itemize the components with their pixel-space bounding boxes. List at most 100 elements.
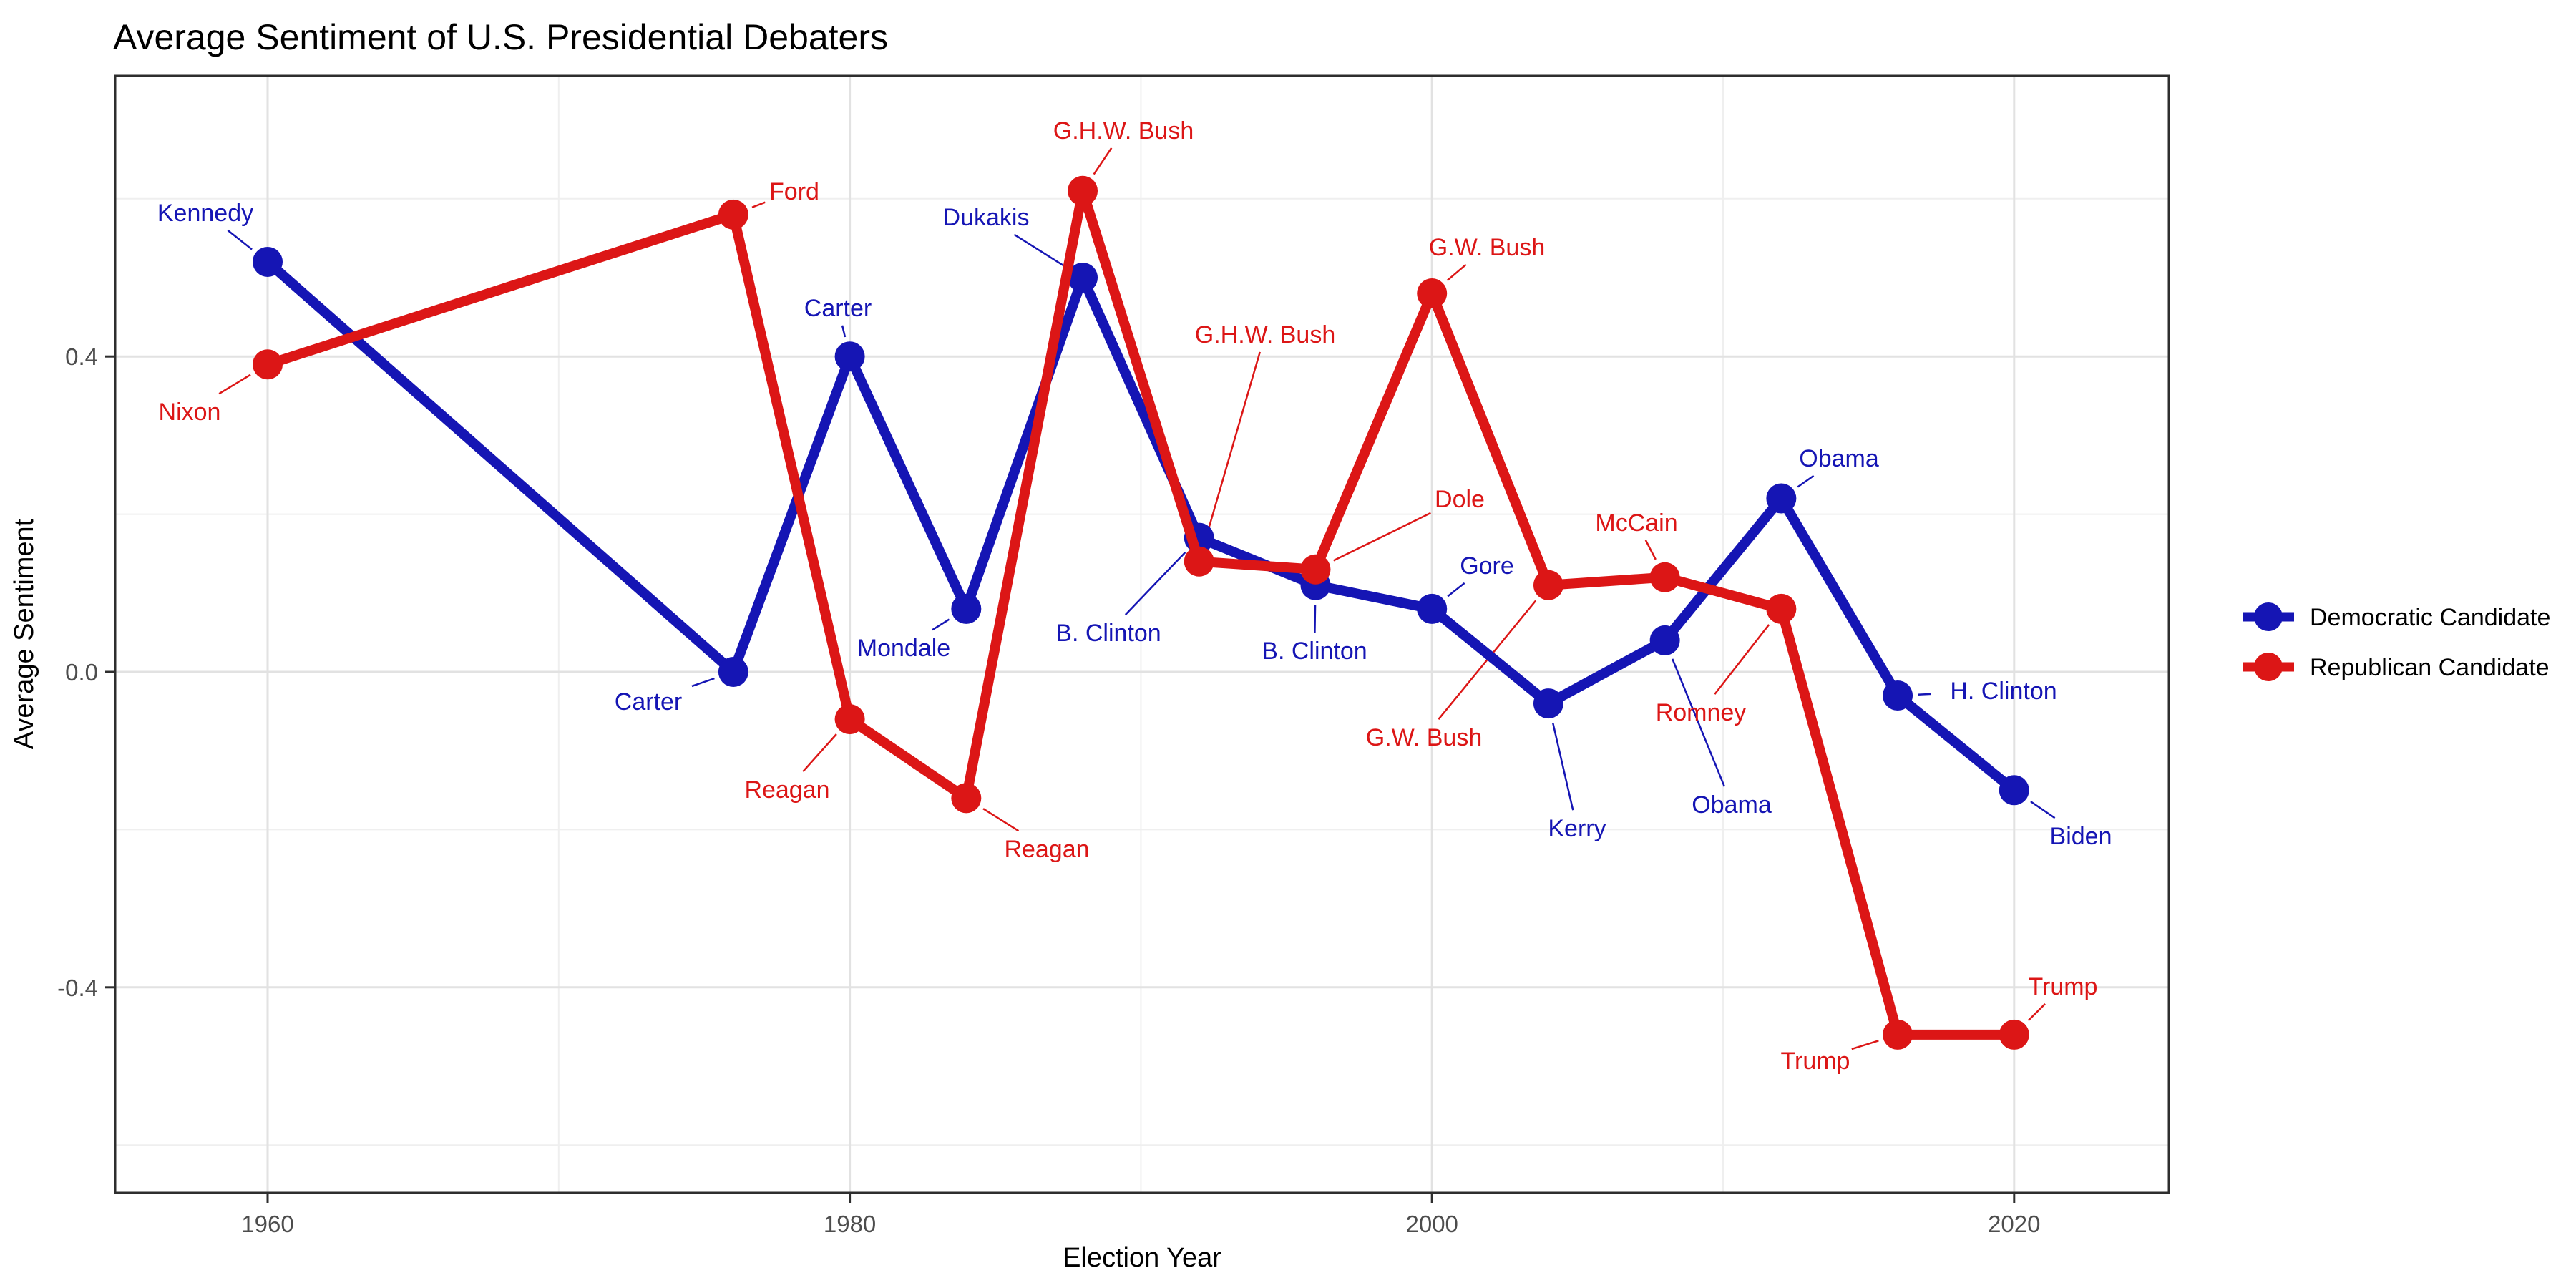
point-label: Reagan xyxy=(1004,836,1089,863)
data-point xyxy=(1300,554,1331,585)
point-label: Obama xyxy=(1692,791,1772,819)
leader-line xyxy=(932,618,950,631)
data-series xyxy=(253,175,2029,1050)
panel-border xyxy=(114,74,2170,1194)
legend-item-democratic: Democratic Candidate xyxy=(2243,602,2550,631)
legend: Democratic Candidate Republican Candidat… xyxy=(2243,602,2550,681)
point-label: Ford xyxy=(769,178,819,205)
point-label: B. Clinton xyxy=(1055,620,1161,647)
legend-label-republican: Republican Candidate xyxy=(2310,654,2550,681)
point-label: Carter xyxy=(804,295,872,322)
x-tick-label: 1960 xyxy=(241,1211,293,1237)
point-labels: Kennedy Carter Carter Mondale Dukakis B. Clin… xyxy=(157,117,2112,1075)
point-label: Kerry xyxy=(1548,815,1606,842)
data-point xyxy=(1999,775,2029,806)
point-label: Trump xyxy=(1781,1048,1850,1075)
data-point xyxy=(253,349,283,380)
leader-line xyxy=(1124,552,1186,616)
point-label: B. Clinton xyxy=(1262,638,1367,665)
leader-line xyxy=(1333,512,1431,562)
data-point xyxy=(1999,1019,2029,1050)
data-point xyxy=(1883,680,1913,711)
leader-line xyxy=(1644,540,1657,560)
data-point xyxy=(253,246,283,277)
leader-line xyxy=(227,229,253,250)
leader-line xyxy=(802,733,837,772)
point-label: G.H.W. Bush xyxy=(1195,321,1336,348)
data-point xyxy=(1068,175,1098,206)
plot-panel xyxy=(115,76,2169,1193)
data-point xyxy=(1766,593,1797,624)
x-axis-title: Election Year xyxy=(1063,1243,1221,1273)
gridlines xyxy=(115,76,2169,1193)
data-point xyxy=(1649,562,1680,592)
point-label: Dukakis xyxy=(943,204,1030,231)
leader-line xyxy=(982,808,1020,832)
leader-line xyxy=(1093,147,1113,175)
leader-line xyxy=(1204,351,1261,543)
data-point xyxy=(1417,593,1448,624)
y-tick-label: -0.4 xyxy=(57,975,98,1001)
data-point xyxy=(834,341,865,372)
leader-line xyxy=(1314,605,1317,633)
point-label: Romney xyxy=(1656,699,1747,726)
data-point xyxy=(1533,688,1563,719)
y-tick-label: 0.4 xyxy=(65,343,98,370)
point-label: G.W. Bush xyxy=(1366,724,1483,751)
point-label: Mondale xyxy=(857,635,950,662)
leader-line xyxy=(1447,582,1465,597)
y-tick-label: 0.0 xyxy=(65,659,98,686)
annotation-leader-lines xyxy=(218,147,2056,1050)
point-label: Gore xyxy=(1460,552,1514,580)
point-label: Dole xyxy=(1435,486,1485,513)
data-point xyxy=(718,199,748,230)
leader-line xyxy=(2027,1002,2046,1022)
data-point xyxy=(1068,263,1098,293)
point-label: Nixon xyxy=(159,399,221,426)
data-point xyxy=(1184,546,1214,577)
chart-title: Average Sentiment of U.S. Presidential D… xyxy=(113,17,888,57)
point-label: Carter xyxy=(615,688,682,716)
leader-line xyxy=(1551,723,1574,811)
x-tick-label: 1980 xyxy=(824,1211,876,1237)
leader-line xyxy=(691,677,715,688)
data-point xyxy=(1533,570,1563,600)
data-point xyxy=(1649,625,1680,655)
data-point xyxy=(951,783,982,814)
point-label: G.W. Bush xyxy=(1429,234,1546,261)
leader-line xyxy=(1917,693,1931,696)
data-point xyxy=(951,593,982,624)
legend-item-republican: Republican Candidate xyxy=(2243,653,2550,681)
point-label: H. Clinton xyxy=(1950,678,2057,705)
data-point xyxy=(1766,483,1797,514)
leader-line xyxy=(1446,263,1467,281)
leader-line xyxy=(841,325,847,338)
point-label: Reagan xyxy=(744,776,829,804)
x-tick-label: 2000 xyxy=(1405,1211,1458,1237)
legend-key-point-democratic xyxy=(2254,602,2283,631)
point-label: Biden xyxy=(2050,823,2112,850)
point-label: Obama xyxy=(1799,445,1879,472)
point-label: G.H.W. Bush xyxy=(1053,117,1194,145)
leader-line xyxy=(1672,658,1726,787)
data-point xyxy=(834,704,865,735)
point-label: McCain xyxy=(1595,509,1677,537)
leader-line xyxy=(1851,1040,1879,1050)
point-label: Trump xyxy=(2029,973,2098,1000)
leader-line xyxy=(218,374,251,395)
data-point xyxy=(1883,1019,1913,1050)
leader-line xyxy=(1797,474,1815,488)
y-axis-title: Average Sentiment xyxy=(9,518,39,749)
data-point xyxy=(718,657,748,687)
leader-line xyxy=(1013,233,1067,268)
axis-ticks: 1960 1980 2000 2020 0.4 0.0 -0.4 xyxy=(57,343,2040,1237)
leader-line xyxy=(751,201,766,208)
legend-key-point-republican xyxy=(2254,653,2283,681)
leader-line xyxy=(2030,801,2056,819)
legend-label-democratic: Democratic Candidate xyxy=(2310,604,2550,631)
data-point xyxy=(1417,278,1448,309)
point-label: Kennedy xyxy=(157,200,253,227)
x-tick-label: 2020 xyxy=(1988,1211,2040,1237)
